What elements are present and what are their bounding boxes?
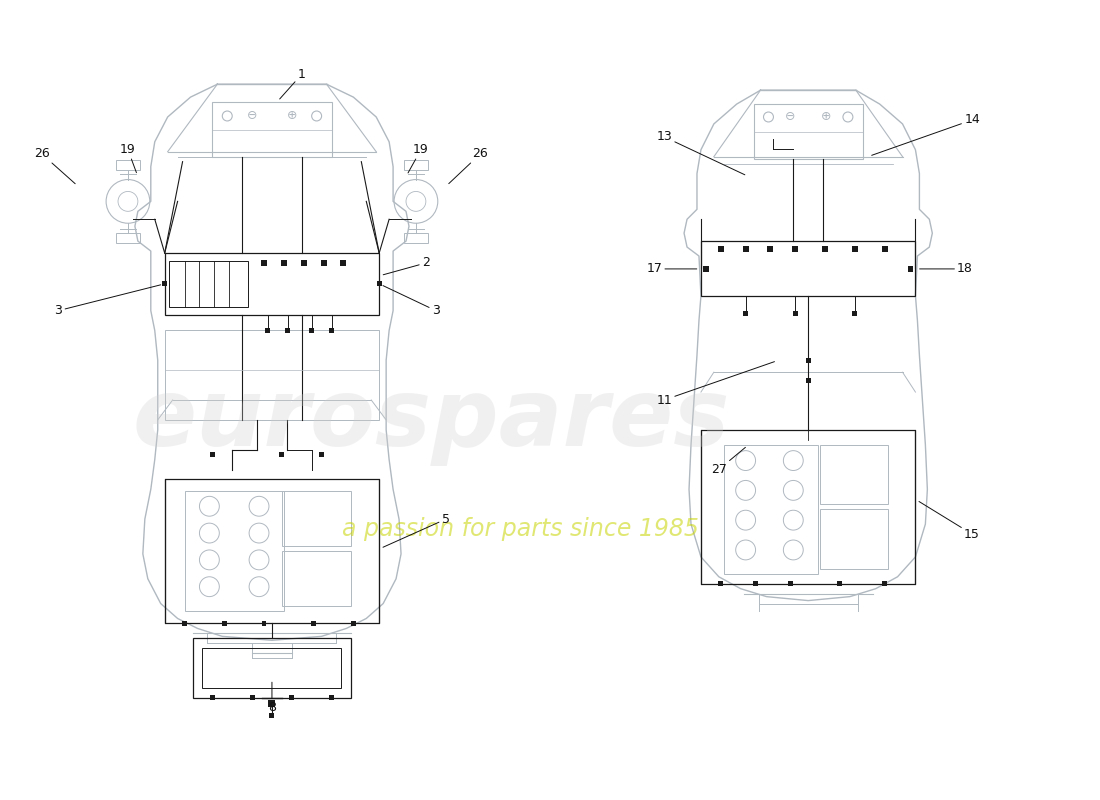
Bar	[329, 328, 334, 333]
Text: 18: 18	[920, 262, 974, 275]
Bar	[718, 582, 724, 586]
Bar	[268, 700, 275, 707]
Bar	[821, 445, 888, 504]
Text: eurospares: eurospares	[132, 374, 729, 466]
Bar	[742, 246, 749, 252]
Text: 3: 3	[55, 285, 161, 317]
Text: 19: 19	[408, 143, 429, 173]
Text: 27: 27	[711, 447, 746, 476]
Bar	[300, 260, 307, 266]
Bar	[754, 582, 758, 586]
Text: 13: 13	[657, 130, 745, 174]
Bar	[852, 311, 857, 316]
Bar	[718, 246, 724, 252]
Bar	[376, 282, 382, 286]
Bar	[754, 104, 862, 158]
Text: 19: 19	[120, 143, 136, 173]
Bar	[210, 452, 214, 457]
Bar	[212, 102, 331, 157]
Text: 3: 3	[383, 286, 440, 317]
Text: ⊖: ⊖	[246, 110, 257, 122]
Text: 1: 1	[279, 68, 306, 99]
Bar	[289, 695, 295, 700]
Bar	[261, 260, 267, 266]
Text: 2: 2	[383, 257, 430, 274]
Bar	[270, 714, 274, 718]
Bar	[793, 311, 798, 316]
Bar	[822, 246, 828, 252]
Bar	[882, 582, 887, 586]
Bar	[282, 551, 351, 606]
Bar	[805, 378, 811, 382]
Bar	[116, 233, 140, 243]
Bar	[183, 621, 187, 626]
Bar	[265, 328, 271, 333]
Bar	[250, 695, 254, 700]
Bar	[792, 246, 799, 252]
Bar	[851, 246, 858, 252]
Text: 14: 14	[871, 114, 980, 155]
Bar	[351, 621, 356, 626]
Bar	[882, 246, 888, 252]
Text: 17: 17	[647, 262, 696, 275]
Bar	[329, 695, 334, 700]
Text: a passion for parts since 1985: a passion for parts since 1985	[342, 517, 698, 541]
Bar	[279, 452, 285, 457]
Bar	[192, 638, 351, 698]
Bar	[837, 582, 843, 586]
Bar	[404, 233, 428, 243]
Bar	[805, 358, 811, 362]
Bar	[262, 621, 266, 626]
Bar	[768, 246, 773, 252]
Bar	[309, 328, 315, 333]
Text: 26: 26	[34, 147, 75, 184]
Bar	[116, 160, 140, 170]
Bar	[311, 621, 316, 626]
Bar	[404, 160, 428, 170]
Bar	[162, 282, 167, 286]
Bar	[320, 260, 327, 266]
Bar	[788, 582, 793, 586]
Bar	[168, 261, 249, 306]
Text: 11: 11	[657, 362, 774, 406]
Bar	[282, 491, 351, 546]
Bar	[202, 648, 341, 688]
Text: 15: 15	[918, 502, 980, 541]
Bar	[701, 430, 915, 584]
Bar	[222, 621, 227, 626]
Bar	[165, 330, 380, 420]
Bar	[280, 260, 287, 266]
Bar	[319, 452, 324, 457]
Text: 5: 5	[383, 513, 450, 547]
Bar	[165, 253, 380, 314]
Bar	[210, 695, 214, 700]
Text: ⊕: ⊕	[821, 110, 832, 123]
Bar	[341, 260, 346, 266]
Bar	[701, 241, 915, 296]
Bar	[703, 266, 708, 272]
Bar	[285, 328, 290, 333]
Text: ⊕: ⊕	[287, 110, 297, 122]
Text: 8: 8	[268, 682, 276, 714]
Bar	[744, 311, 748, 316]
Text: ⊖: ⊖	[785, 110, 795, 123]
Bar	[185, 491, 284, 610]
Bar	[908, 266, 913, 272]
Text: 26: 26	[449, 147, 488, 184]
Bar	[724, 445, 818, 574]
Bar	[821, 510, 888, 569]
Bar	[165, 479, 380, 623]
